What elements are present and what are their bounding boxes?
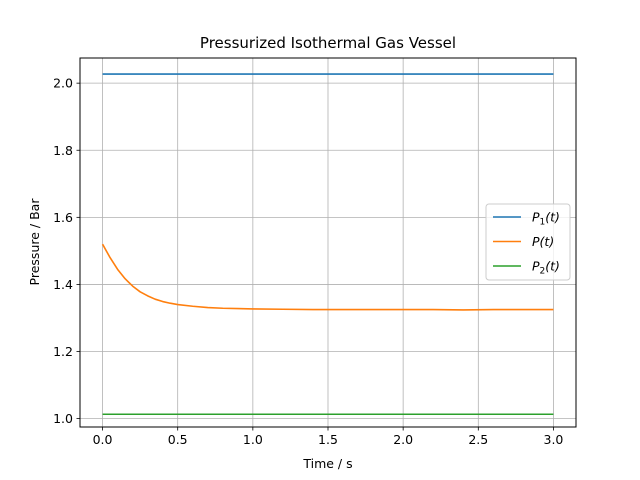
x-tick-label: 2.5 <box>468 432 488 447</box>
chart-title: Pressurized Isothermal Gas Vessel <box>200 34 456 52</box>
x-tick-label: 0.5 <box>168 432 188 447</box>
y-tick-label: 1.0 <box>53 411 73 426</box>
legend: P1(t) P(t) P2(t) <box>485 203 571 281</box>
y-tick-label: 1.6 <box>53 210 73 225</box>
series-line-1 <box>101 243 554 311</box>
x-axis-label: Time / s <box>302 456 352 471</box>
legend-label-2: P2(t) <box>532 259 560 277</box>
x-axis: 0.0 0.5 1.0 1.5 2.0 2.5 3.0 <box>93 427 564 447</box>
x-tick-label: 0.0 <box>93 432 113 447</box>
y-tick-label: 1.4 <box>53 277 73 292</box>
x-tick-label: 1.0 <box>243 432 263 447</box>
x-tick-label: 2.0 <box>393 432 413 447</box>
y-tick-label: 1.8 <box>53 143 73 158</box>
y-tick-label: 2.0 <box>53 76 73 91</box>
y-tick-label: 1.2 <box>53 344 73 359</box>
series-layer <box>101 73 554 416</box>
x-tick-label: 3.0 <box>544 432 564 447</box>
x-tick-label: 1.5 <box>318 432 338 447</box>
legend-label-0: P1(t) <box>532 210 560 228</box>
legend-box <box>485 203 571 281</box>
y-axis: 1.0 1.2 1.4 1.6 1.8 2.0 <box>53 76 80 426</box>
y-axis-label: Pressure / Bar <box>27 198 42 286</box>
legend-label-1: P(t) <box>532 234 554 249</box>
